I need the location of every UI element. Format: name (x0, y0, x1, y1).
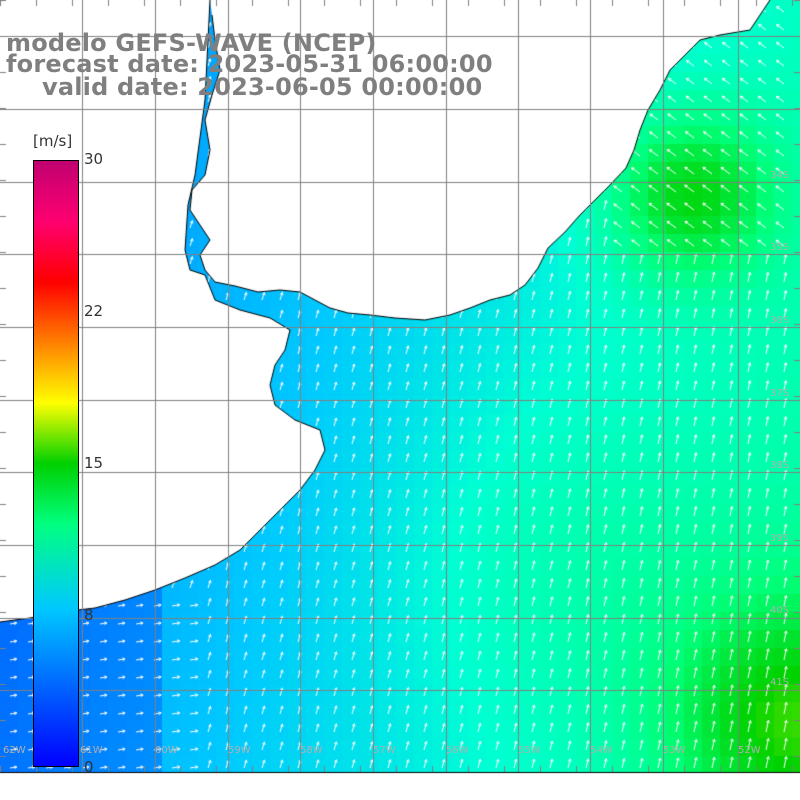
valid-date: valid date: 2023-06-05 00:00:00 (42, 73, 483, 101)
lon-label: 60W (155, 745, 178, 756)
lon-label: 59W (228, 745, 251, 756)
lon-label: 53W (663, 745, 686, 756)
lat-label: 36S (770, 315, 790, 326)
colorbar-tick: 30 (84, 150, 104, 168)
lat-label: 34S (770, 170, 790, 181)
lat-label: 39S (770, 533, 790, 544)
forecast-date: forecast date: 2023-05-31 06:00:00 (6, 50, 493, 78)
lon-label: 56W (446, 745, 469, 756)
colorbar (33, 160, 79, 767)
colorbar-tick: 15 (84, 454, 104, 472)
lon-label: 52W (738, 745, 761, 756)
lon-label: 62W (3, 745, 26, 756)
colorbar-tick: 0 (84, 758, 94, 776)
lon-label: 61W (80, 745, 103, 756)
lat-label: 41S (770, 677, 790, 688)
lat-label: 40S (770, 605, 790, 616)
lon-label: 55W (518, 745, 541, 756)
lat-label: 38S (770, 460, 790, 471)
lat-label: 35S (770, 242, 790, 253)
model-title: modelo GEFS-WAVE (NCEP) (6, 29, 377, 57)
lat-label: 37S (770, 388, 790, 399)
colorbar-tick: 22 (84, 302, 104, 320)
lon-label: 54W (590, 745, 613, 756)
lon-label: 58W (300, 745, 323, 756)
colorbar-tick: 8 (84, 606, 94, 624)
colorbar-unit: [m/s] (33, 132, 73, 150)
lon-label: 57W (373, 745, 396, 756)
